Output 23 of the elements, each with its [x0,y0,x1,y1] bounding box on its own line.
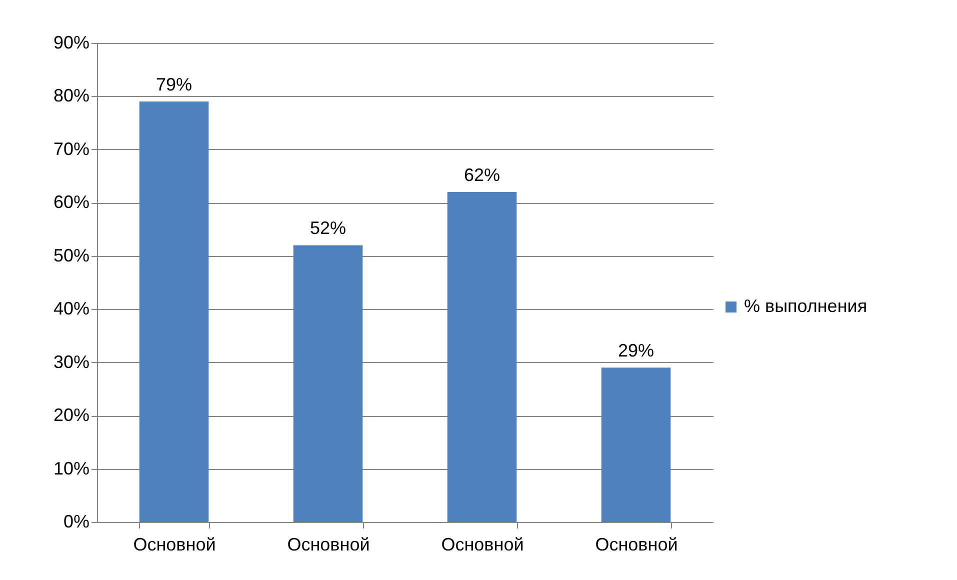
y-tick-label: 60% [53,192,90,212]
data-label: 52% [310,218,346,238]
bar [293,245,363,522]
y-tick-label: 0% [63,512,90,532]
y-tick-label: 70% [53,138,90,159]
x-tick-label: Основной [441,534,524,554]
y-tick-label: 90% [53,32,90,52]
x-tick-label: Основной [133,534,216,554]
x-tick-label: Основной [287,534,370,554]
y-tick-label: 10% [53,458,90,478]
data-label: 29% [618,340,654,361]
y-tick-label: 20% [53,405,90,426]
bar [139,102,209,522]
data-label: 62% [464,165,500,186]
y-tick-label: 30% [53,352,90,372]
data-label: 79% [156,74,192,95]
legend-label: % выполнения [744,296,868,316]
bar [601,368,671,522]
y-tick-label: 80% [53,86,90,106]
x-tick-label: Основной [595,534,678,554]
y-tick-label: 40% [53,298,90,319]
bar [447,192,517,522]
y-tick-label: 50% [53,245,90,266]
